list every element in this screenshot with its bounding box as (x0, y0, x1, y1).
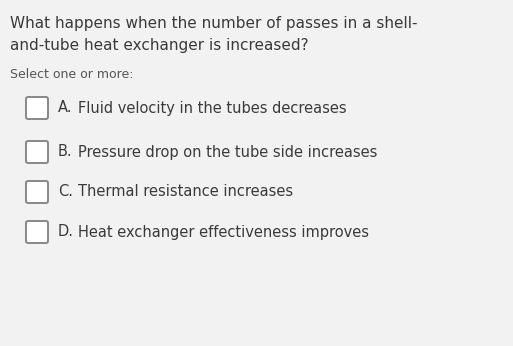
Text: Pressure drop on the tube side increases: Pressure drop on the tube side increases (78, 145, 378, 160)
Text: Fluid velocity in the tubes decreases: Fluid velocity in the tubes decreases (78, 100, 347, 116)
Text: C.: C. (58, 184, 73, 200)
Text: What happens when the number of passes in a shell-: What happens when the number of passes i… (10, 16, 418, 31)
FancyBboxPatch shape (26, 97, 48, 119)
Text: B.: B. (58, 145, 73, 160)
Text: Thermal resistance increases: Thermal resistance increases (78, 184, 293, 200)
Text: D.: D. (58, 225, 74, 239)
FancyBboxPatch shape (26, 141, 48, 163)
Text: A.: A. (58, 100, 72, 116)
FancyBboxPatch shape (26, 181, 48, 203)
Text: Select one or more:: Select one or more: (10, 68, 133, 81)
Text: Heat exchanger effectiveness improves: Heat exchanger effectiveness improves (78, 225, 369, 239)
Text: and-tube heat exchanger is increased?: and-tube heat exchanger is increased? (10, 38, 309, 53)
FancyBboxPatch shape (26, 221, 48, 243)
